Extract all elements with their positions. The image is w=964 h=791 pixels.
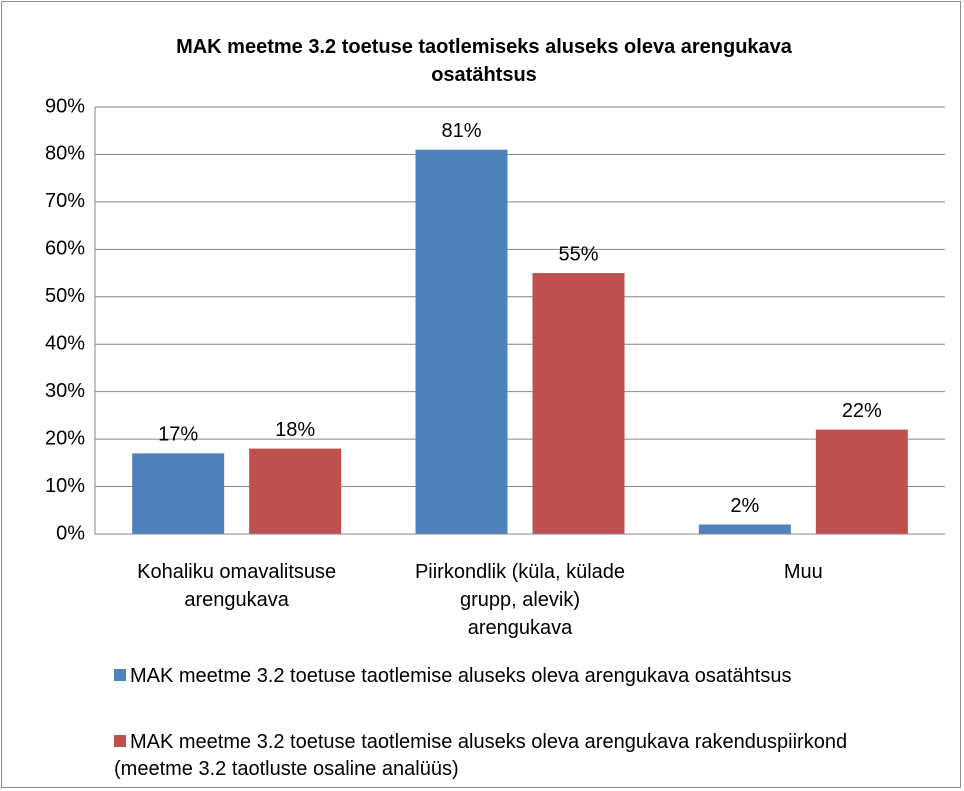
legend-swatch — [114, 735, 126, 747]
data-label: 18% — [275, 419, 315, 441]
chart-title: MAK meetme 3.2 toetuse taotlemiseks alus… — [176, 36, 792, 86]
legend-entry: MAK meetme 3.2 toetuse taotlemise alusek… — [114, 729, 914, 783]
bar — [249, 448, 342, 534]
x-tick-label: Kohaliku omavalitsuse arengukava — [137, 561, 337, 611]
legend-entry: MAK meetme 3.2 toetuse taotlemise alusek… — [114, 663, 914, 690]
x-tick-label: Muu — [783, 561, 823, 583]
data-label: 17% — [158, 424, 198, 446]
y-tick-label: 10% — [45, 475, 85, 497]
bar — [532, 273, 625, 534]
y-tick-label: 70% — [45, 190, 85, 212]
bar — [132, 453, 225, 534]
y-tick-label: 20% — [45, 427, 85, 449]
data-label: 22% — [842, 400, 882, 422]
y-tick-label: 90% — [45, 95, 85, 117]
bar — [698, 524, 791, 534]
y-tick-label: 40% — [45, 333, 85, 355]
y-tick-label: 50% — [45, 285, 85, 307]
legend-label: MAK meetme 3.2 toetuse taotlemise alusek… — [114, 731, 848, 780]
data-label: 81% — [441, 120, 481, 142]
legend-label: MAK meetme 3.2 toetuse taotlemise alusek… — [130, 665, 792, 687]
bar — [815, 429, 908, 534]
x-tick-label: Piirkondlik (küla, külade grupp, alevik)… — [414, 561, 626, 639]
y-tick-label: 0% — [56, 522, 85, 544]
y-tick-label: 30% — [45, 380, 85, 402]
legend-swatch — [114, 669, 126, 681]
data-label: 55% — [558, 243, 598, 265]
y-tick-label: 80% — [45, 143, 85, 165]
y-tick-label: 60% — [45, 238, 85, 260]
bar — [415, 149, 508, 534]
data-label: 2% — [730, 495, 759, 517]
